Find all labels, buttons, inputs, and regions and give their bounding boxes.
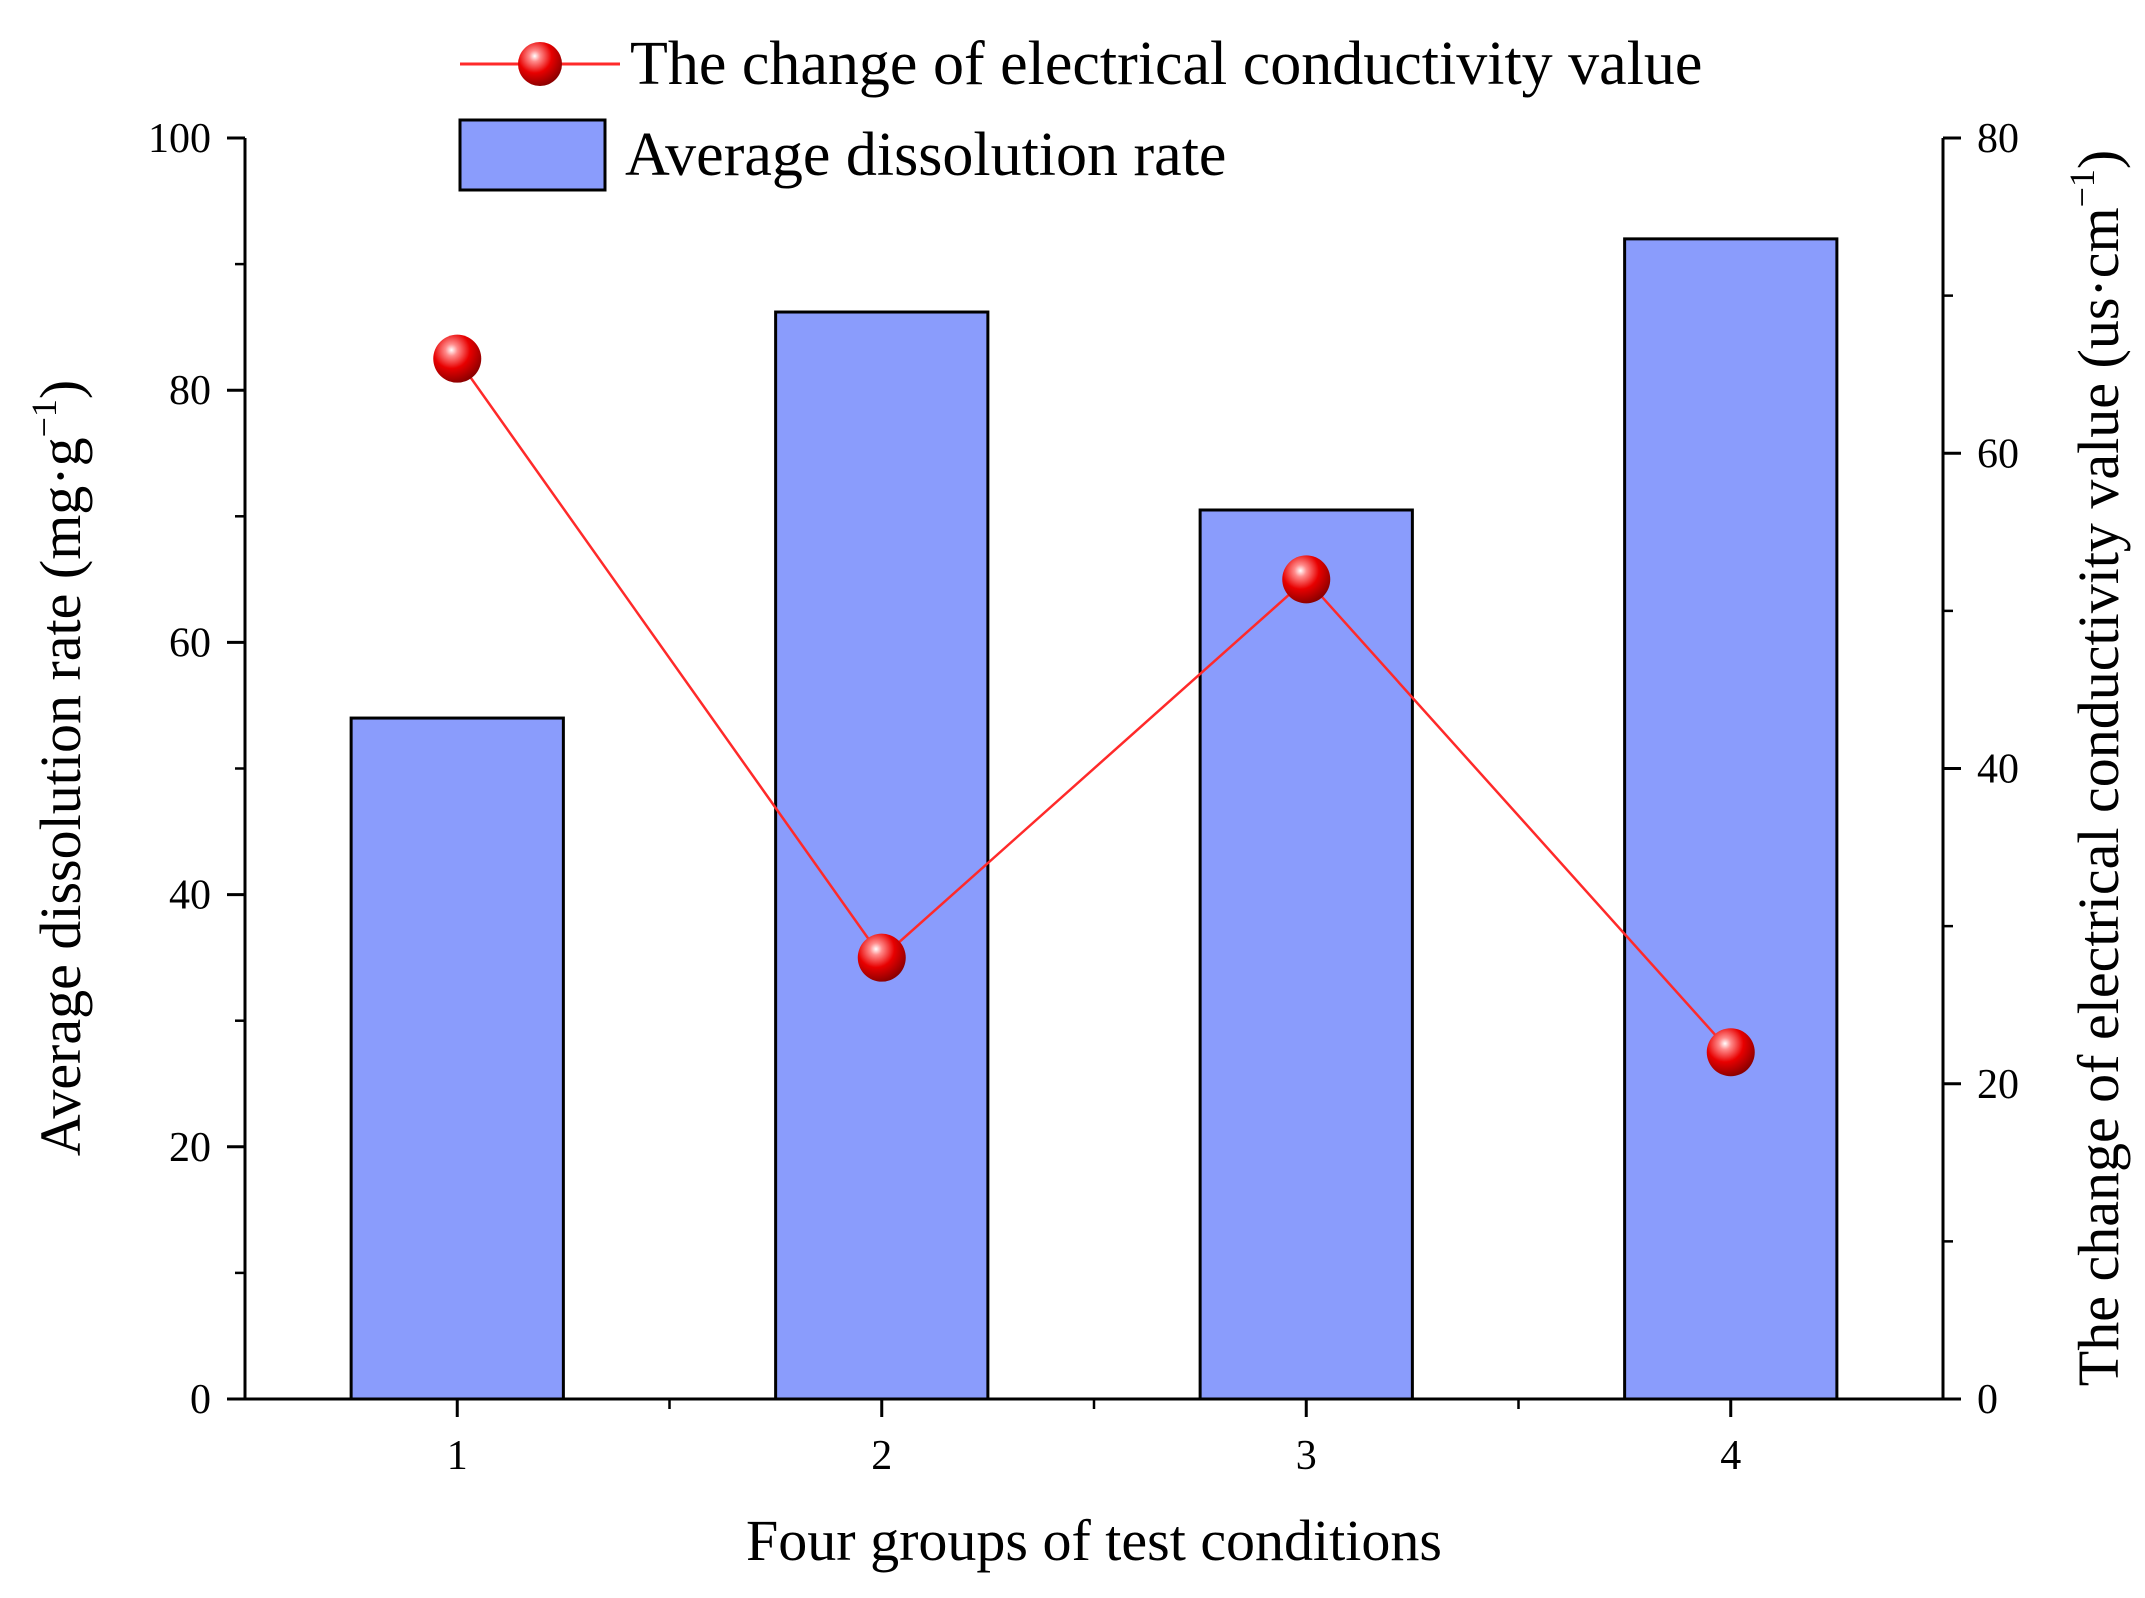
left-y-axis-title: Average dissolution rate (mg·g−1) bbox=[24, 380, 93, 1157]
legend: The change of electrical conductivity va… bbox=[458, 30, 1702, 192]
right-tick-label: 80 bbox=[1977, 116, 2019, 162]
x-tick-label-3: 3 bbox=[1296, 1433, 1317, 1479]
conductivity-point-4 bbox=[1706, 1028, 1755, 1077]
left-tick-label: 80 bbox=[169, 368, 211, 414]
left-tick-label: 40 bbox=[169, 873, 211, 919]
left-tick-label: 60 bbox=[169, 620, 211, 666]
conductivity-point-2 bbox=[857, 933, 906, 982]
bar-2 bbox=[774, 310, 990, 1401]
x-tick-label-2: 2 bbox=[871, 1433, 892, 1479]
left-y-axis-title-sup: −1 bbox=[24, 399, 64, 437]
right-tick-label: 20 bbox=[1977, 1062, 2019, 1108]
left-y-axis-title-main: Average dissolution rate (mg·g bbox=[28, 437, 93, 1156]
left-tick-label: 0 bbox=[190, 1377, 211, 1423]
bars-layer bbox=[349, 237, 1839, 1401]
conductivity-point-1 bbox=[433, 334, 482, 383]
right-y-axis-title-main: The change of electrical conductivity va… bbox=[2066, 207, 2131, 1386]
conductivity-point-3 bbox=[1282, 555, 1331, 604]
bar-3 bbox=[1198, 508, 1414, 1401]
right-y-axis-title-sup: −1 bbox=[2062, 169, 2102, 207]
legend-label-conductivity: The change of electrical conductivity va… bbox=[630, 30, 1702, 98]
left-tick-label: 20 bbox=[169, 1125, 211, 1171]
x-tick-label-4: 4 bbox=[1720, 1433, 1741, 1479]
left-tick-label: 100 bbox=[148, 116, 211, 162]
right-y-axis-title: The change of electrical conductivity va… bbox=[2062, 150, 2131, 1386]
line-layer bbox=[433, 334, 1755, 1077]
legend-line-marker bbox=[518, 42, 562, 86]
conductivity-series-line bbox=[456, 357, 1732, 1054]
legend-bar-swatch bbox=[458, 118, 607, 192]
right-tick-label: 0 bbox=[1977, 1377, 1998, 1423]
ticks-layer: 0 20 40 60 80 100 0 20 40 60 80 1 2 3 4 bbox=[148, 116, 2019, 1479]
right-tick-label: 40 bbox=[1977, 747, 2019, 793]
x-tick-label-1: 1 bbox=[447, 1433, 468, 1479]
bar-1 bbox=[349, 716, 565, 1401]
legend-label-dissolution: Average dissolution rate bbox=[625, 121, 1226, 189]
x-axis-title: Four groups of test conditions bbox=[746, 1508, 1442, 1573]
bar-4 bbox=[1623, 237, 1839, 1401]
right-y-axis-title-close: ) bbox=[2066, 150, 2131, 169]
left-y-axis-title-close: ) bbox=[28, 380, 93, 399]
right-tick-label: 60 bbox=[1977, 431, 2019, 477]
